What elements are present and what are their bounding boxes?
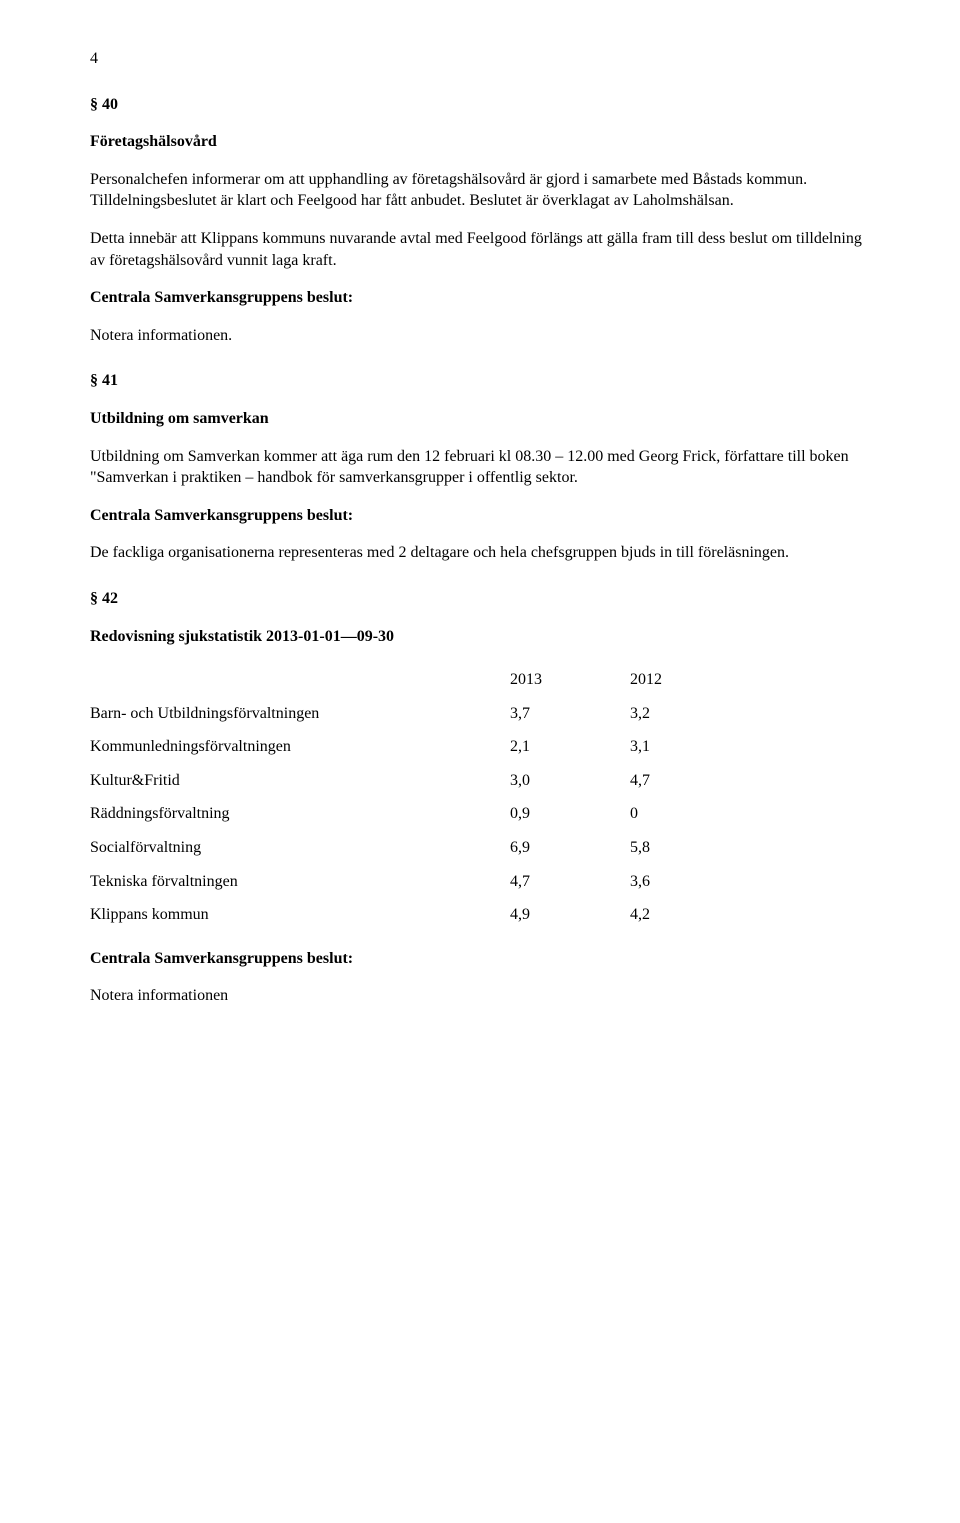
paragraph: Utbildning om Samverkan kommer att äga r… [90, 446, 870, 489]
table-cell-label: Klippans kommun [90, 898, 510, 932]
table-row: Kommunledningsförvaltningen 2,1 3,1 [90, 730, 750, 764]
decision-text: Notera informationen [90, 985, 870, 1007]
table-cell-value: 3,0 [510, 764, 630, 798]
table-cell-label: Räddningsförvaltning [90, 797, 510, 831]
section-title-42: Redovisning sjukstatistik 2013-01-01—09-… [90, 626, 870, 648]
paragraph: Personalchefen informerar om att upphand… [90, 169, 870, 212]
table-cell-value: 0,9 [510, 797, 630, 831]
table-header-2013: 2013 [510, 663, 630, 697]
decision-heading: Centrala Samverkansgruppens beslut: [90, 505, 870, 527]
table-cell-value: 3,6 [630, 865, 750, 899]
table-cell-label: Tekniska förvaltningen [90, 865, 510, 899]
table-cell-value: 4,7 [630, 764, 750, 798]
section-title-40: Företagshälsovård [90, 131, 870, 153]
decision-heading: Centrala Samverkansgruppens beslut: [90, 948, 870, 970]
table-row: Klippans kommun 4,9 4,2 [90, 898, 750, 932]
table-cell-label: Socialförvaltning [90, 831, 510, 865]
decision-text: Notera informationen. [90, 325, 870, 347]
table-cell-label: Kommunledningsförvaltningen [90, 730, 510, 764]
table-cell-value: 3,2 [630, 697, 750, 731]
table-row: Räddningsförvaltning 0,9 0 [90, 797, 750, 831]
section-title-41: Utbildning om samverkan [90, 408, 870, 430]
table-cell-label: Barn- och Utbildningsförvaltningen [90, 697, 510, 731]
table-cell-value: 4,9 [510, 898, 630, 932]
table-cell-value: 4,2 [630, 898, 750, 932]
table-row: Tekniska förvaltningen 4,7 3,6 [90, 865, 750, 899]
decision-text: De fackliga organisationerna representer… [90, 542, 870, 564]
table-header-row: 2013 2012 [90, 663, 750, 697]
page-number: 4 [90, 48, 870, 70]
paragraph: Detta innebär att Klippans kommuns nuvar… [90, 228, 870, 271]
table-cell-value: 4,7 [510, 865, 630, 899]
table-cell-value: 2,1 [510, 730, 630, 764]
document-page: 4 § 40 Företagshälsovård Personalchefen … [0, 0, 960, 1523]
table-cell-value: 6,9 [510, 831, 630, 865]
section-number-42: § 42 [90, 588, 870, 610]
section-number-41: § 41 [90, 370, 870, 392]
table-row: Kultur&Fritid 3,0 4,7 [90, 764, 750, 798]
table-cell-label: Kultur&Fritid [90, 764, 510, 798]
section-number-40: § 40 [90, 94, 870, 116]
decision-heading: Centrala Samverkansgruppens beslut: [90, 287, 870, 309]
table-row: Barn- och Utbildningsförvaltningen 3,7 3… [90, 697, 750, 731]
table-cell-value: 3,1 [630, 730, 750, 764]
sick-stats-table: 2013 2012 Barn- och Utbildningsförvaltni… [90, 663, 750, 932]
table-cell-value: 3,7 [510, 697, 630, 731]
table-cell-value: 0 [630, 797, 750, 831]
table-header-2012: 2012 [630, 663, 750, 697]
table-cell [90, 663, 510, 697]
table-cell-value: 5,8 [630, 831, 750, 865]
table-row: Socialförvaltning 6,9 5,8 [90, 831, 750, 865]
